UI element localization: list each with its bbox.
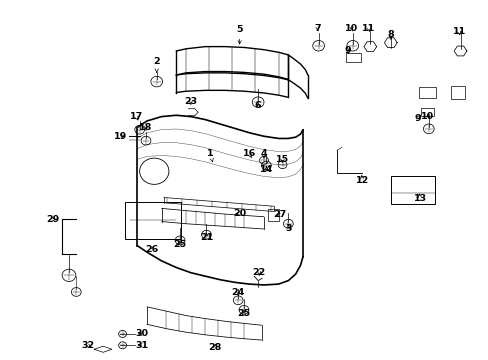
Text: 9: 9 bbox=[344, 46, 350, 55]
Text: 18: 18 bbox=[139, 123, 152, 132]
Text: 3: 3 bbox=[285, 224, 291, 233]
Text: 21: 21 bbox=[200, 233, 213, 242]
Text: 28: 28 bbox=[208, 343, 222, 352]
Text: 4: 4 bbox=[260, 149, 267, 158]
Text: 30: 30 bbox=[135, 329, 148, 338]
Text: 9: 9 bbox=[414, 114, 421, 123]
Text: 10: 10 bbox=[421, 112, 433, 121]
Bar bbox=[420, 108, 433, 116]
Text: 29: 29 bbox=[47, 215, 60, 224]
Text: 11: 11 bbox=[362, 24, 375, 33]
Text: 16: 16 bbox=[242, 149, 256, 158]
Text: 14: 14 bbox=[259, 165, 272, 174]
Text: 24: 24 bbox=[231, 288, 244, 297]
Text: 23: 23 bbox=[184, 97, 197, 106]
Bar bbox=[346, 53, 360, 62]
Text: 26: 26 bbox=[145, 246, 158, 255]
Text: 5: 5 bbox=[236, 24, 243, 44]
Text: 12: 12 bbox=[355, 176, 368, 185]
Text: 1: 1 bbox=[206, 149, 213, 162]
Text: 17: 17 bbox=[129, 112, 142, 121]
Text: 6: 6 bbox=[254, 101, 261, 110]
Text: 11: 11 bbox=[451, 27, 465, 36]
Bar bbox=[125, 202, 181, 239]
Text: 31: 31 bbox=[135, 341, 148, 350]
Bar bbox=[268, 209, 279, 221]
Text: 25: 25 bbox=[237, 309, 250, 318]
Text: 2: 2 bbox=[153, 58, 160, 72]
Text: 19: 19 bbox=[113, 132, 126, 141]
Text: 32: 32 bbox=[81, 341, 94, 350]
Text: 25: 25 bbox=[173, 240, 186, 249]
Bar bbox=[450, 86, 465, 99]
Text: 22: 22 bbox=[252, 268, 265, 277]
Text: 7: 7 bbox=[314, 24, 320, 33]
Text: 8: 8 bbox=[386, 30, 393, 39]
Text: 20: 20 bbox=[233, 209, 245, 218]
Text: 13: 13 bbox=[413, 194, 426, 203]
Text: 27: 27 bbox=[272, 211, 285, 220]
Bar bbox=[418, 87, 435, 98]
Bar bbox=[390, 176, 434, 204]
Text: 15: 15 bbox=[275, 154, 288, 163]
Text: 10: 10 bbox=[345, 24, 358, 33]
